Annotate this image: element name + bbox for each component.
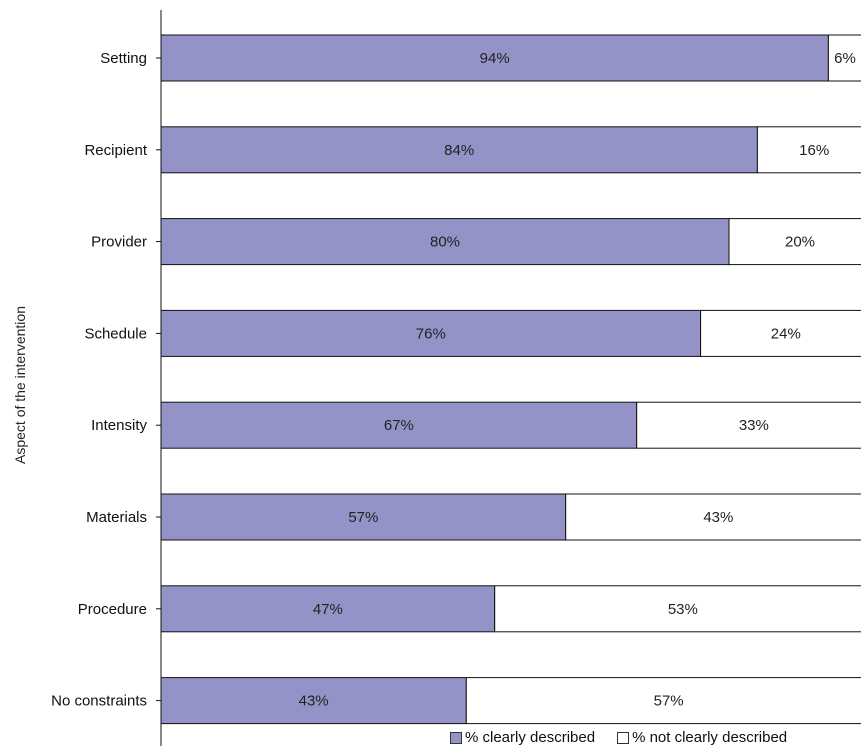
bar-materials-clearly-described [160,493,567,541]
y-axis-title: Aspect of the intervention [12,306,28,464]
bar-recipient-clearly-described [160,126,758,174]
data-label-no-constraints-clearly-described: 43% [299,693,329,710]
bar-provider-clearly-described [160,218,730,266]
bar-recipient-not-clearly-described [756,126,861,174]
bar-procedure-clearly-described [160,585,496,633]
bar-materials-not-clearly-described [565,493,861,541]
data-label-schedule-clearly-described: 76% [416,325,446,342]
bar-setting-not-clearly-described [827,34,861,82]
data-label-recipient-clearly-described: 84% [444,142,474,159]
category-label-setting: Setting [100,50,147,67]
data-label-intensity-clearly-described: 67% [384,417,414,434]
data-label-provider-clearly-described: 80% [430,234,460,251]
data-label-no-constraints-not-clearly-described: 57% [654,693,684,710]
legend-swatch-not-clearly-described [617,731,630,744]
data-label-materials-not-clearly-described: 43% [703,509,733,526]
data-label-procedure-not-clearly-described: 53% [668,601,698,618]
legend-label-clearly-described: % clearly described [465,729,596,746]
bar-intensity-not-clearly-described [636,401,861,449]
data-label-provider-not-clearly-described: 20% [785,234,815,251]
legend-item-not-clearly-described: % not clearly described [617,729,787,746]
legend: % clearly described % not clearly descri… [450,729,787,746]
category-label-schedule: Schedule [84,325,147,342]
legend-swatch-clearly-described [450,731,462,744]
data-label-procedure-clearly-described: 47% [313,601,343,618]
bar-no-constraints-not-clearly-described [465,677,861,725]
plot-area: Setting 94% 6% Recipient 84% 16% Provider 80% 20… [51,10,861,746]
data-label-recipient-not-clearly-described: 16% [799,142,829,159]
data-label-intensity-not-clearly-described: 33% [739,417,769,434]
bar-no-constraints-clearly-described [160,677,467,725]
category-label-intensity: Intensity [91,417,147,434]
data-label-setting-clearly-described: 94% [480,50,510,67]
category-label-no-constraints: No constraints [51,693,147,710]
category-label-procedure: Procedure [78,601,147,618]
bar-provider-not-clearly-described [728,218,861,266]
category-label-provider: Provider [91,234,147,251]
data-label-schedule-not-clearly-described: 24% [771,325,801,342]
bar-setting-clearly-described [160,34,829,82]
category-label-materials: Materials [86,509,147,526]
category-label-recipient: Recipient [84,142,147,159]
legend-label-not-clearly-described: % not clearly described [632,729,788,746]
bar-schedule-not-clearly-described [700,309,861,357]
data-label-setting-not-clearly-described: 6% [834,50,856,67]
bar-intensity-clearly-described [160,401,638,449]
legend-item-clearly-described: % clearly described [450,729,595,746]
data-label-materials-clearly-described: 57% [348,509,378,526]
bar-procedure-not-clearly-described [494,585,861,633]
